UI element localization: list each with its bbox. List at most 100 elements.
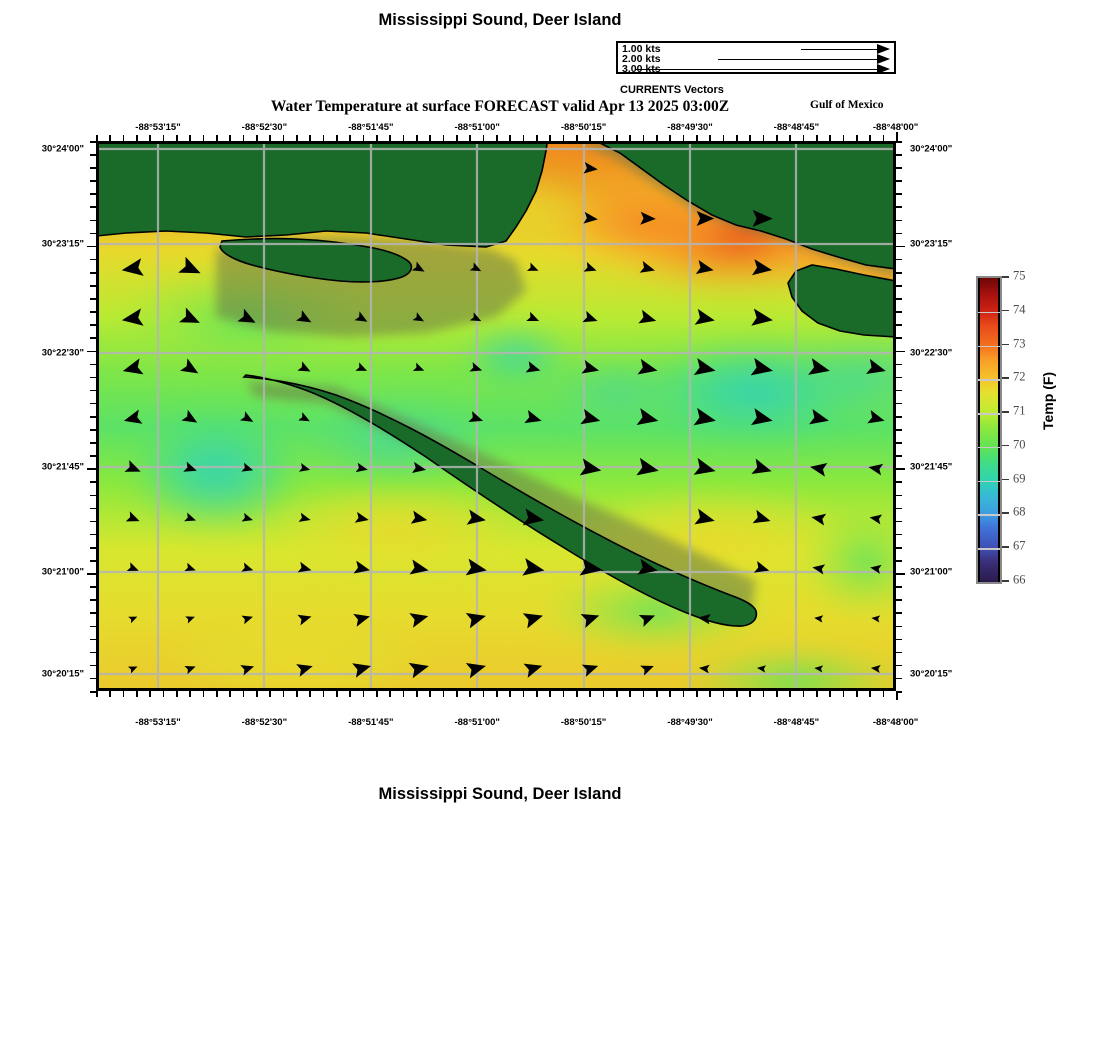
- axis-tick: [296, 135, 298, 141]
- current-arrow: [465, 558, 487, 576]
- axis-tick: [442, 691, 445, 697]
- axis-tick: [229, 135, 231, 141]
- lon-label-bottom-1: -88°52'30": [241, 717, 288, 728]
- temperature-map[interactable]: [96, 141, 896, 691]
- current-arrow: [868, 463, 884, 476]
- axis-tick: [87, 245, 96, 248]
- lat-label-right-1: 30°23'15": [910, 238, 953, 250]
- axis-tick: [816, 135, 818, 141]
- axis-tick: [896, 664, 902, 667]
- current-arrow: [753, 560, 770, 573]
- current-arrow: [353, 613, 371, 627]
- currents-legend-caption: CURRENTS Vectors: [620, 84, 724, 96]
- colorbar[interactable]: [976, 276, 1002, 584]
- lat-label-right-2: 30°22'30": [910, 347, 953, 359]
- colorbar-separator-72: [978, 379, 1000, 381]
- axis-tick: [549, 691, 551, 697]
- axis-tick: [109, 135, 111, 141]
- colorbar-tick-66: [1002, 580, 1009, 582]
- current-vector-arrows: [121, 162, 886, 679]
- colorbar-tick-71: [1002, 411, 1009, 413]
- axis-tick: [90, 677, 96, 680]
- current-arrow: [411, 461, 427, 473]
- axis-tick: [90, 402, 96, 405]
- current-arrow: [184, 562, 196, 572]
- current-arrow: [636, 408, 659, 426]
- current-arrow: [697, 613, 711, 625]
- axis-tick: [896, 232, 902, 235]
- current-arrow: [581, 360, 600, 374]
- axis-tick: [96, 135, 98, 141]
- current-arrow: [523, 663, 543, 678]
- current-arrow: [184, 666, 196, 675]
- axis-tick: [362, 691, 365, 697]
- current-arrow: [582, 310, 598, 323]
- axis-tick: [896, 651, 902, 654]
- colorbar-label-69: 69: [1013, 471, 1026, 486]
- axis-tick: [189, 135, 191, 141]
- axis-tick: [896, 245, 905, 248]
- lon-label-top-3: -88°51'00": [454, 122, 500, 133]
- current-arrow: [127, 666, 138, 674]
- current-arrow: [465, 662, 486, 679]
- current-arrow: [752, 209, 773, 227]
- axis-tick: [90, 612, 96, 615]
- axis-tick: [349, 691, 351, 697]
- axis-tick: [776, 135, 778, 141]
- lat-label-right-5: 30°20'15": [910, 668, 953, 680]
- current-arrow: [750, 357, 774, 376]
- axis-tick: [896, 154, 902, 156]
- current-arrow: [526, 262, 539, 271]
- current-arrow: [412, 312, 425, 322]
- axis-tick: [87, 468, 96, 470]
- axis-tick: [602, 691, 605, 697]
- current-arrow: [808, 408, 829, 425]
- current-arrow: [640, 211, 656, 225]
- current-arrow: [183, 461, 197, 472]
- axis-tick: [509, 135, 511, 141]
- axis-tick: [90, 219, 96, 222]
- axis-tick: [90, 232, 96, 235]
- current-arrow: [751, 308, 773, 326]
- axis-tick: [269, 135, 271, 141]
- colorbar-tick-69: [1002, 478, 1009, 481]
- axis-tick: [736, 691, 738, 697]
- axis-tick: [896, 258, 902, 261]
- axis-tick: [749, 691, 751, 697]
- current-arrow: [178, 256, 201, 274]
- axis-tick: [322, 135, 325, 141]
- colorbar-label-72: 72: [1013, 369, 1026, 384]
- current-arrow: [583, 261, 597, 272]
- axis-tick: [376, 135, 378, 141]
- current-arrow: [241, 512, 253, 522]
- axis-tick: [216, 691, 218, 697]
- axis-tick: [896, 533, 902, 536]
- axis-tick: [896, 586, 902, 588]
- current-arrow: [468, 411, 484, 423]
- axis-tick: [90, 193, 96, 195]
- lat-label-left-4: 30°21'00": [41, 566, 84, 578]
- colorbar-tick-75: [1002, 276, 1009, 278]
- axis-tick: [896, 285, 902, 287]
- lon-label-top-5: -88°49'30": [667, 122, 713, 133]
- lon-label-bottom-0: -88°53'15": [135, 717, 181, 728]
- colorbar-separator-68: [978, 514, 1000, 516]
- colorbar-tick-67: [1002, 546, 1009, 548]
- axis-tick: [669, 135, 671, 141]
- axis-tick: [322, 691, 325, 697]
- axis-tick: [589, 691, 591, 697]
- axis-tick: [896, 612, 902, 615]
- axis-tick: [90, 625, 96, 628]
- current-arrow: [298, 512, 311, 522]
- current-arrow: [241, 562, 254, 572]
- axis-tick: [469, 135, 471, 141]
- colorbar-label-68: 68: [1013, 504, 1026, 519]
- current-arrow: [410, 510, 428, 524]
- current-arrow: [297, 561, 312, 573]
- axis-tick: [789, 135, 791, 141]
- lat-label-right-4: 30°21'00": [910, 566, 953, 578]
- axis-tick: [309, 135, 311, 141]
- axis-tick: [776, 691, 778, 697]
- current-arrow: [694, 308, 715, 325]
- axis-tick: [896, 324, 902, 326]
